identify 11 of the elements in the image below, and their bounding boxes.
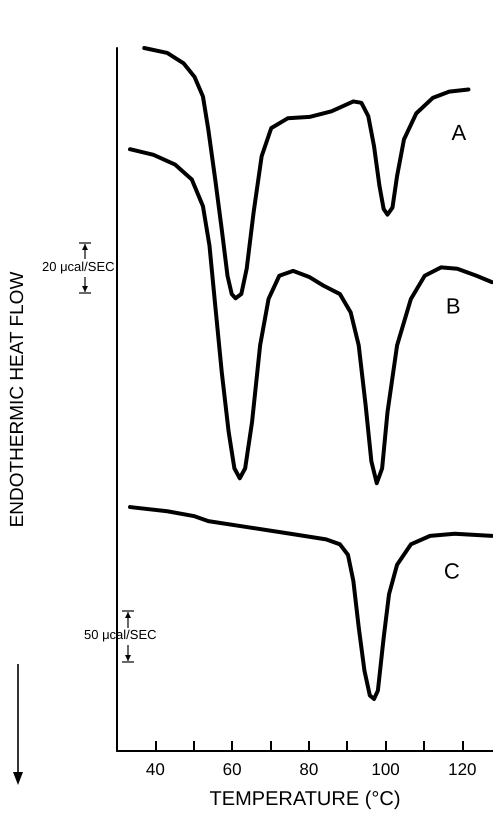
series-label: C <box>444 558 460 584</box>
series-label: B <box>446 294 461 319</box>
y-axis-title: ENDOTHERMIC HEAT FLOW <box>7 272 28 528</box>
x-tick-label: 60 <box>222 760 242 779</box>
x-tick-label: 80 <box>299 760 318 779</box>
x-axis-title: TEMPERATURE (°C) <box>210 788 400 810</box>
x-tick-label: 120 <box>448 760 476 779</box>
x-tick-label: 100 <box>371 760 400 779</box>
x-tick-label: 40 <box>146 760 165 779</box>
text: 20 μcal/SEC <box>42 259 115 274</box>
series-label: A <box>451 120 466 145</box>
